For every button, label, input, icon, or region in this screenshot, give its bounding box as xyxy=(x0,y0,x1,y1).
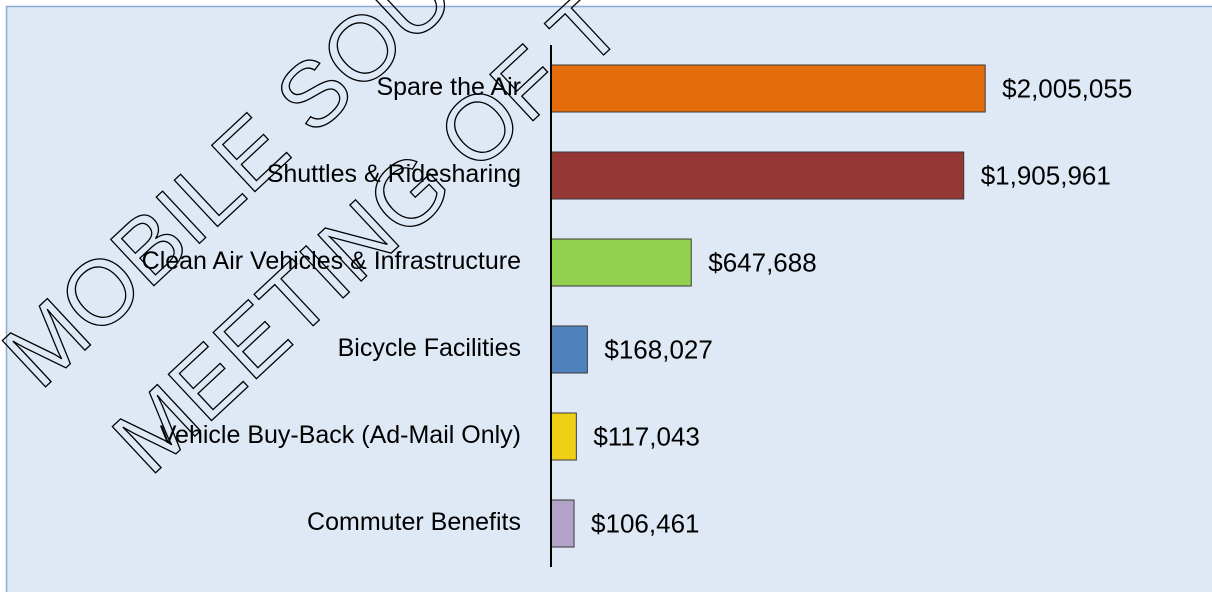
category-label: Bicycle Facilities xyxy=(338,334,521,362)
value-label: $1,905,961 xyxy=(981,160,1111,190)
category-label: Clean Air Vehicles & Infrastructure xyxy=(142,247,521,275)
value-label: $647,688 xyxy=(708,247,816,277)
bar xyxy=(550,412,577,461)
category-label: Commuter Benefits xyxy=(307,508,521,536)
bar xyxy=(550,64,986,113)
value-label: $106,461 xyxy=(591,508,699,538)
value-label: $117,043 xyxy=(593,421,700,451)
bar xyxy=(550,325,588,374)
value-label: $168,027 xyxy=(604,334,712,364)
bar xyxy=(550,499,575,548)
category-label: Shuttles & Ridesharing xyxy=(267,160,521,188)
category-label: Vehicle Buy-Back (Ad-Mail Only) xyxy=(160,421,521,449)
bar xyxy=(550,151,965,200)
bar xyxy=(550,238,692,287)
value-label: $2,005,055 xyxy=(1002,73,1132,103)
category-label: Spare the Air xyxy=(376,73,521,101)
